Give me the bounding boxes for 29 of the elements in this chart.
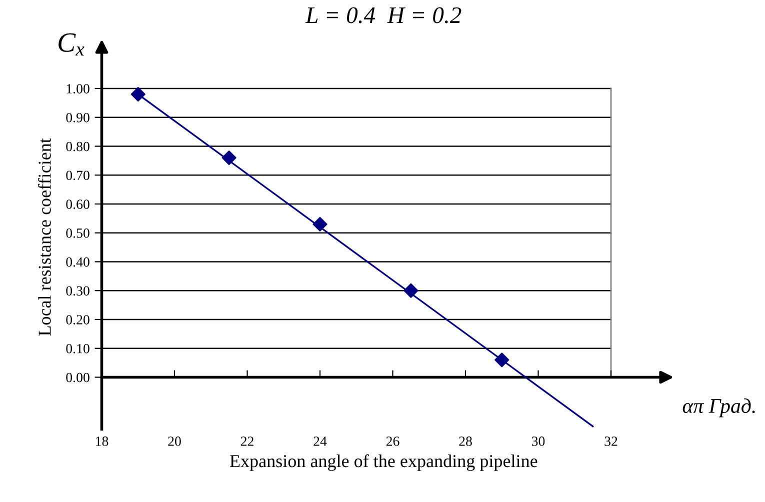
x-tick-label: 32 (604, 436, 618, 446)
y-tick-label: 0.30 (66, 286, 90, 296)
y-axis-title: Local resistance coefficient (38, 138, 51, 336)
chart-title: L = 0.4 H = 0.2 (305, 7, 462, 24)
y-tick-label: 0.90 (66, 112, 90, 122)
y-tick-label: 0.20 (66, 315, 90, 325)
x-tick-label: 18 (96, 436, 108, 446)
y-tick-label: 0.60 (66, 200, 90, 210)
x-tick-label: 26 (386, 436, 400, 446)
text: C$_{x}$ (58, 33, 84, 56)
y-tick-label: 0.50 (66, 228, 90, 238)
x-tick-label: 30 (532, 436, 545, 446)
x-axis-title: Expansion angle of the expanding pipeline (230, 454, 538, 471)
x-tick-label: 28 (459, 436, 472, 446)
x-tick-label: 24 (314, 436, 327, 446)
point (312, 216, 328, 232)
point (494, 352, 510, 368)
point (222, 150, 236, 166)
x-tick-label: 20 (168, 436, 181, 446)
text: απ Град. (682, 398, 755, 418)
y-tick-label: 0.80 (66, 142, 90, 152)
y-tick-label: 0.00 (66, 372, 90, 382)
y-tick-label: 1.00 (66, 84, 90, 94)
y-tick-label: 0.70 (66, 170, 90, 180)
point (404, 283, 418, 298)
y-tick-label: 0.40 (66, 257, 90, 267)
x-tick-label: 22 (240, 436, 254, 446)
point (130, 86, 146, 102)
y-tick-label: 0.10 (66, 344, 90, 354)
